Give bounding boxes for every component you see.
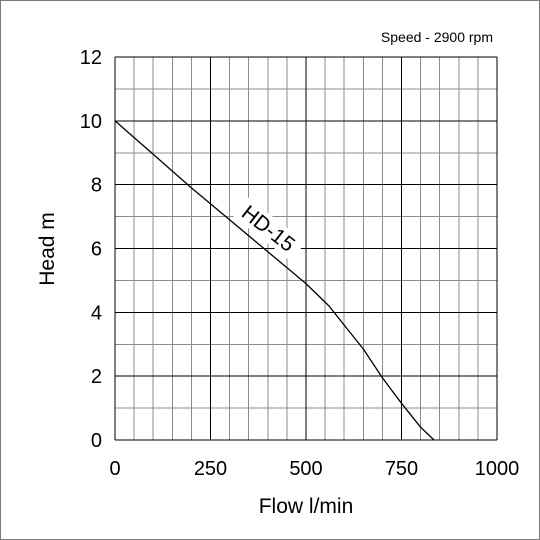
x-tick-label: 1000 — [475, 458, 520, 480]
x-tick-label: 250 — [194, 458, 227, 480]
x-tick-label: 750 — [385, 458, 418, 480]
y-tick-label: 10 — [80, 111, 102, 133]
x-axis-title: Flow l/min — [259, 495, 354, 518]
series-line-hd15 — [114, 120, 435, 441]
y-tick-label: 6 — [91, 239, 102, 261]
x-tick-label: 500 — [289, 458, 322, 480]
grid — [114, 56, 498, 441]
y-tick-label: 2 — [91, 366, 102, 388]
y-tick-label: 12 — [80, 47, 102, 69]
y-tick-label: 0 — [91, 430, 102, 452]
tick-labels: 0 250 500 750 1000 0 2 4 6 8 10 12 — [80, 47, 520, 480]
y-axis-title: Head m — [36, 212, 59, 286]
series-label-background — [230, 195, 306, 262]
speed-annotation: Speed - 2900 rpm — [381, 29, 493, 45]
y-tick-label: 4 — [91, 302, 102, 324]
y-tick-label: 8 — [91, 175, 102, 197]
curve-layer — [114, 120, 435, 441]
x-tick-label: 0 — [109, 458, 120, 480]
